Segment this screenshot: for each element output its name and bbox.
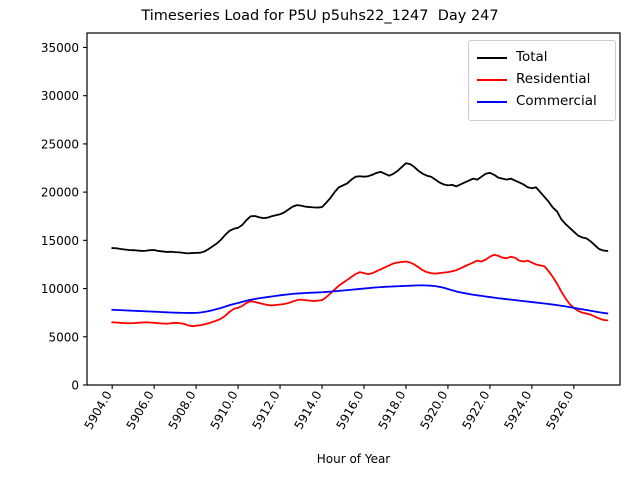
y-tick-label: 5000 <box>48 330 79 344</box>
x-tick-label: 5926.0 <box>543 389 576 432</box>
y-tick-label: 0 <box>71 379 79 393</box>
legend-item-total[interactable]: Total <box>477 47 607 69</box>
y-tick-label: 20000 <box>41 186 79 200</box>
chart-title: Timeseries Load for P5U p5uhs22_1247 Day… <box>141 8 499 24</box>
x-tick-label: 5918.0 <box>375 389 408 432</box>
legend-label-commercial: Commercial <box>516 93 597 110</box>
series-line-residential <box>111 253 609 328</box>
legend-label-total: Total <box>516 49 548 66</box>
x-tick-label: 5908.0 <box>166 389 199 432</box>
chart-legend: Total Residential Commercial <box>468 40 616 121</box>
x-tick-label: 5912.0 <box>250 389 283 432</box>
y-tick-label: 15000 <box>41 234 79 248</box>
x-tick-label: 5920.0 <box>417 389 450 432</box>
y-tick-label: 35000 <box>41 41 79 55</box>
y-tick-label: 30000 <box>41 89 79 103</box>
x-axis-label: Hour of Year <box>316 452 391 466</box>
x-tick-label: 5916.0 <box>333 389 366 432</box>
series-line-total <box>111 162 609 255</box>
legend-item-residential[interactable]: Residential <box>477 69 607 91</box>
x-tick-label: 5906.0 <box>124 389 157 432</box>
legend-swatch-commercial <box>477 101 507 103</box>
legend-label-residential: Residential <box>516 71 591 88</box>
x-tick-label: 5922.0 <box>459 389 492 432</box>
x-tick-label: 5924.0 <box>501 389 534 432</box>
y-tick-label: 25000 <box>41 137 79 151</box>
x-tick-label: 5904.0 <box>82 389 115 432</box>
series-line-commercial <box>111 284 609 315</box>
legend-item-commercial[interactable]: Commercial <box>477 91 607 113</box>
legend-swatch-residential <box>477 79 507 81</box>
y-tick-label: 10000 <box>41 282 79 296</box>
legend-swatch-total <box>477 57 507 59</box>
x-tick-label: 5910.0 <box>208 389 241 432</box>
plot-frame <box>86 32 621 386</box>
x-tick-label: 5914.0 <box>291 389 324 432</box>
